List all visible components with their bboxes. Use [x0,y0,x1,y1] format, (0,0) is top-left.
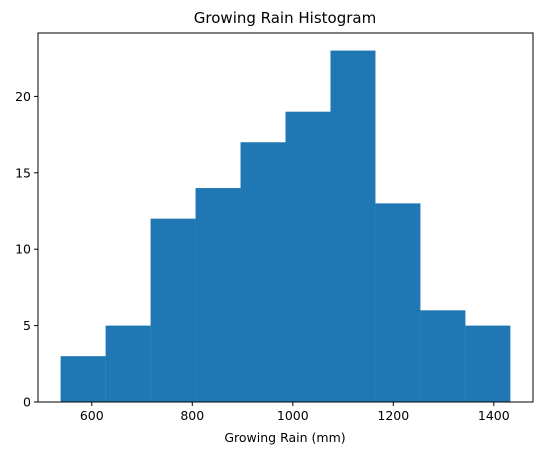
histogram-bar [105,325,151,402]
y-tick-label: 0 [23,395,31,410]
histogram-bar [240,142,286,402]
histogram-bar [420,310,466,402]
histogram-bar [465,325,511,402]
y-axis-ticks: 0 5 10 15 20 [15,89,38,410]
x-axis-ticks: 600 800 1000 1200 1400 [80,402,510,423]
y-tick-label: 15 [15,165,31,180]
x-tick-label: 1200 [377,408,409,423]
x-tick-label: 600 [80,408,104,423]
x-tick-label: 800 [180,408,204,423]
x-tick-label: 1000 [277,408,309,423]
x-tick-label: 1400 [478,408,510,423]
chart-title: Growing Rain Histogram [194,9,376,27]
bars-group [60,50,511,402]
histogram-bar [285,111,331,402]
histogram-bar [375,203,421,402]
y-tick-label: 5 [23,318,31,333]
y-tick-label: 10 [15,242,31,257]
y-tick-label: 20 [15,89,31,104]
plot-frame [37,32,534,403]
histogram-bar [150,218,196,402]
histogram-bar [60,356,106,402]
histogram-bar [330,50,376,402]
x-axis-label: Growing Rain (mm) [224,430,345,445]
histogram-bar [195,188,241,402]
